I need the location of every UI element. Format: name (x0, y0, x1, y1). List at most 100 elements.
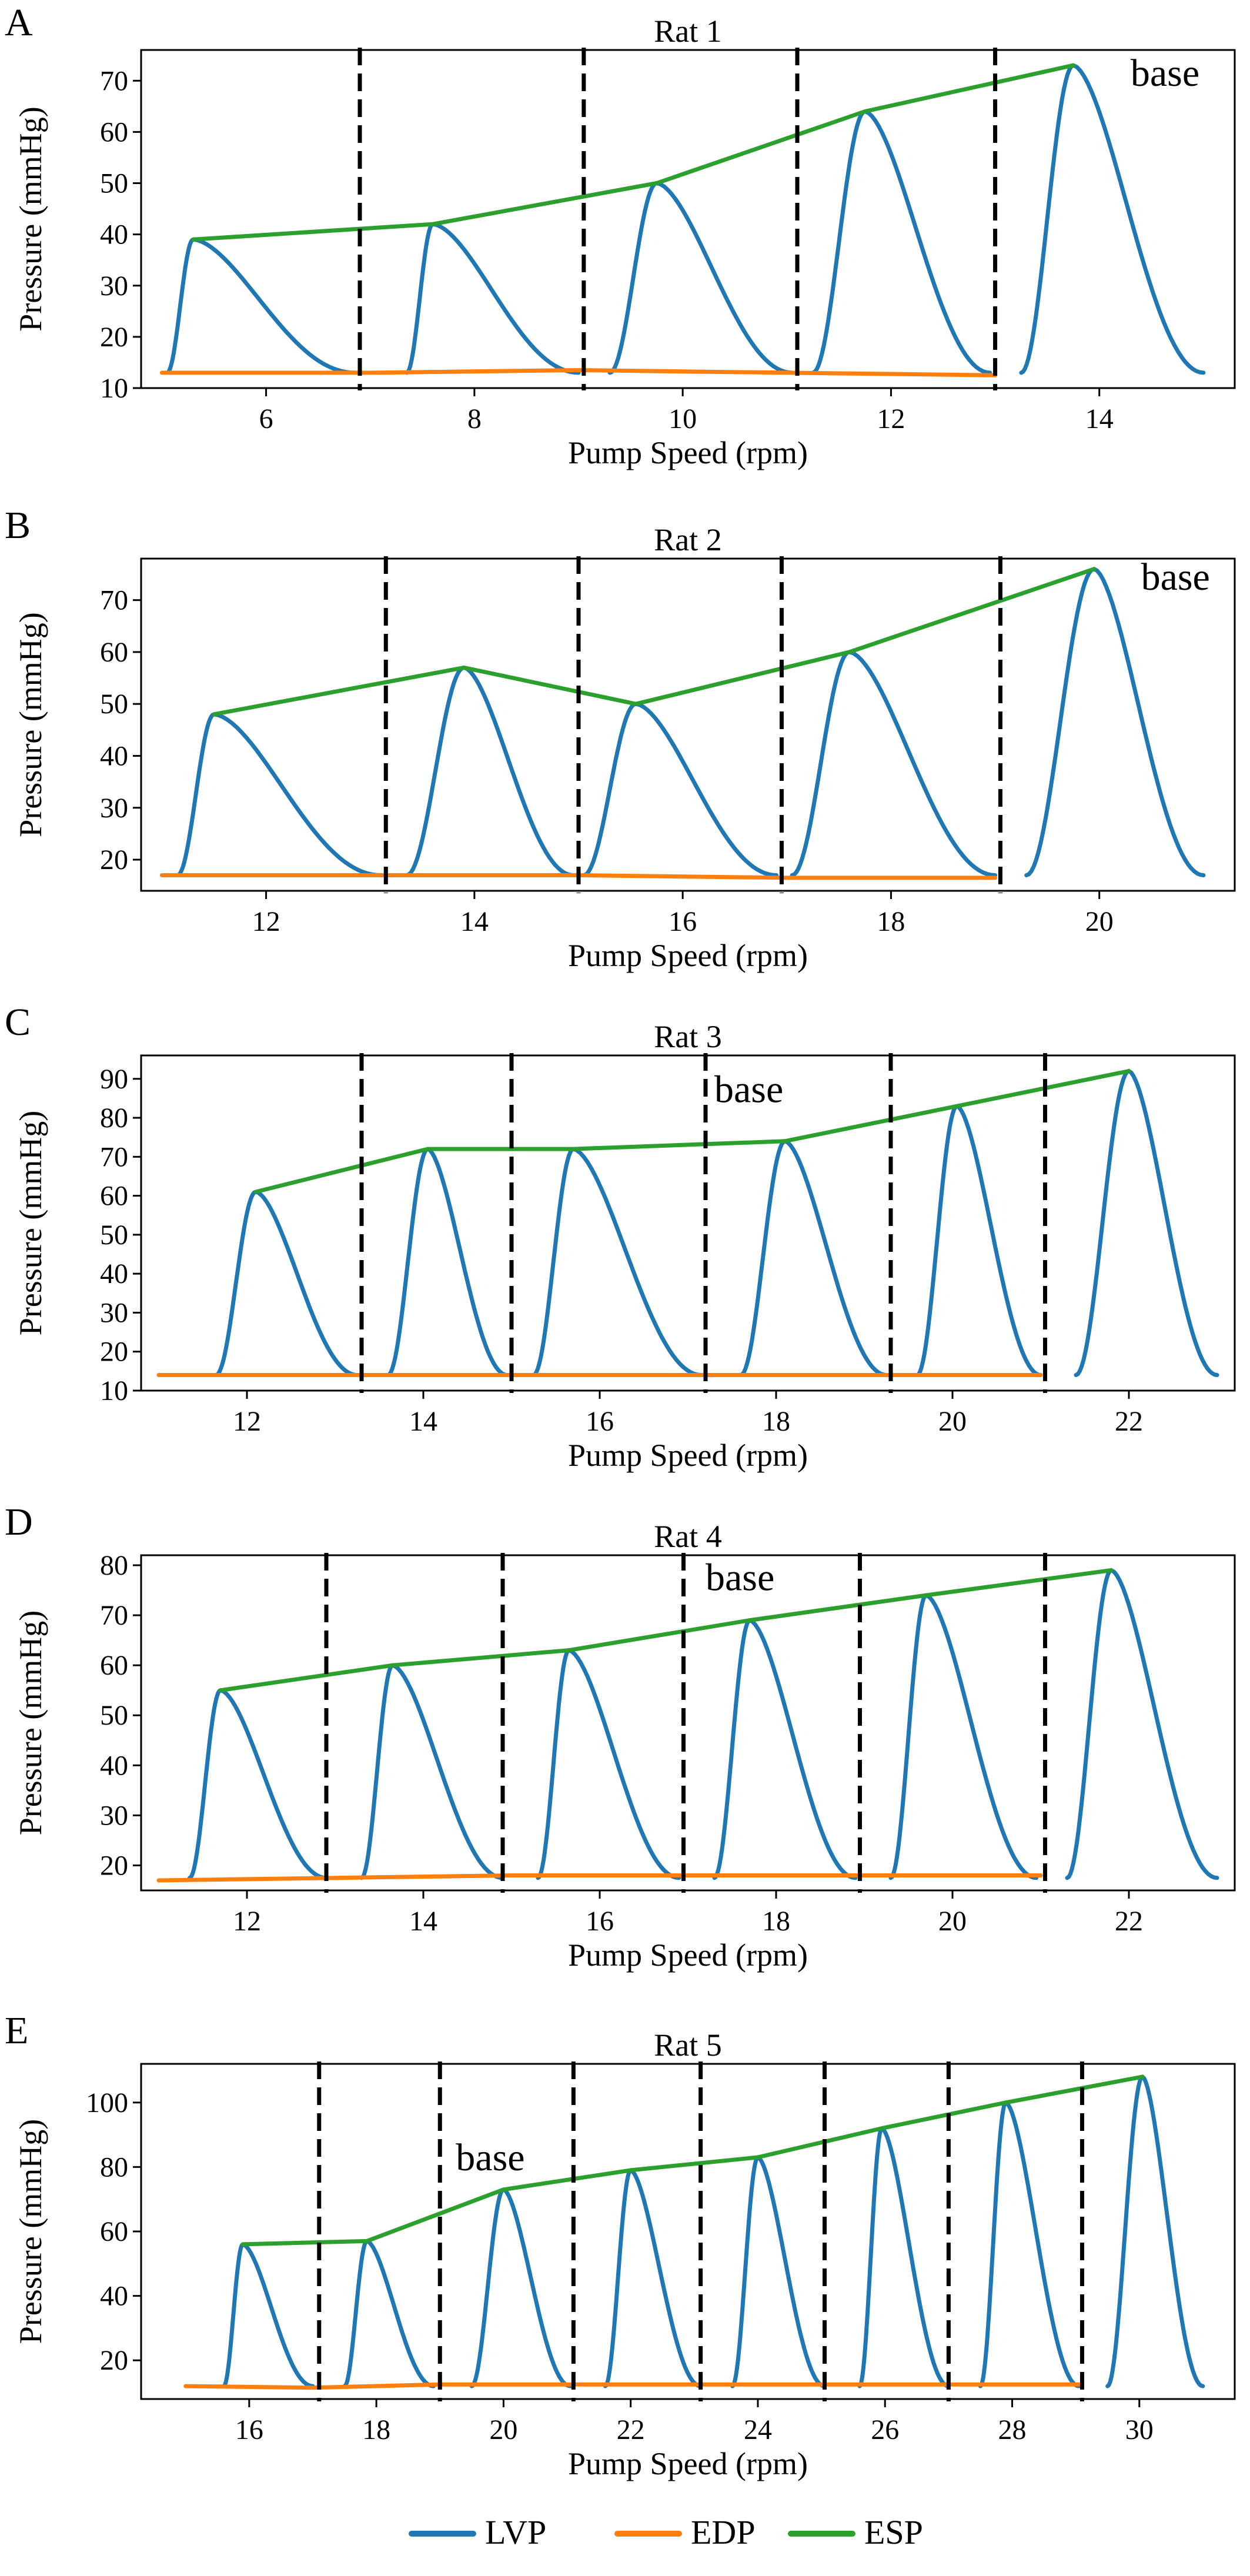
x-tick-label: 30 (1125, 2414, 1154, 2445)
x-tick-label: 20 (938, 1906, 967, 1937)
lvp-beat-6 (1065, 1568, 1219, 1880)
x-tick-label: 12 (877, 403, 905, 435)
y-tick-label: 60 (100, 2216, 128, 2247)
y-tick-label: 20 (100, 844, 128, 876)
panel-letter: A (5, 1, 33, 44)
lvp-beat-1 (175, 712, 383, 877)
x-tick-label: 18 (362, 2414, 390, 2445)
x-tick-label: 6 (259, 403, 273, 435)
legend-label-edp: EDP (691, 2513, 756, 2551)
y-tick-label: 50 (100, 1219, 128, 1251)
lvp-beat-3 (607, 181, 794, 375)
series-lvp (175, 567, 1206, 877)
x-tick-label: 18 (877, 906, 905, 937)
esp-point-5 (1092, 567, 1096, 571)
x-tick-label: 12 (233, 1406, 261, 1437)
panel-b: B Rat 2 base 12 14 16 18 20 20 30 40 50 60 70 Pump Spe… (5, 504, 1236, 973)
x-tick-label: 10 (669, 403, 697, 435)
edp-point-4 (686, 1873, 690, 1877)
y-tick-label: 40 (100, 1750, 128, 1781)
x-tick-label: 22 (1115, 1406, 1143, 1437)
y-tick-label: 30 (100, 270, 128, 302)
lvp-beat-6 (1074, 1069, 1219, 1377)
esp-point-5 (924, 1593, 928, 1598)
series-esp (212, 567, 1097, 717)
y-tick-label: 80 (100, 1550, 128, 1581)
lvp-beat-3 (469, 2187, 573, 2388)
y-tick-label: 20 (100, 322, 128, 353)
y-tick-label: 80 (100, 2151, 128, 2183)
esp-point-2 (426, 1147, 430, 1151)
lvp-beat-3 (536, 1648, 681, 1880)
y-tick-label: 20 (100, 2345, 128, 2376)
base-annotation: base (1141, 556, 1210, 599)
base-annotation: base (714, 1068, 783, 1111)
y-tick-label: 70 (100, 65, 128, 96)
esp-point-3 (654, 181, 659, 185)
lvp-beat-5 (915, 1104, 1043, 1377)
plot-frame (140, 557, 1236, 892)
edp-point-1 (183, 2384, 188, 2388)
esp-point-1 (191, 238, 195, 242)
x-tick-label: 18 (762, 1406, 790, 1437)
y-axis-label: Pressure (mmHg) (13, 1111, 48, 1335)
lvp-beat-5 (888, 1593, 1038, 1880)
panel-letter: C (5, 1001, 31, 1044)
esp-point-4 (748, 1618, 751, 1622)
lvp-beat-7 (978, 2100, 1081, 2388)
esp-point-4 (847, 650, 851, 654)
esp-point-5 (955, 1104, 959, 1108)
x-tick-label: 22 (617, 2414, 645, 2445)
y-axis-label: Pressure (mmHg) (13, 106, 48, 331)
lvp-beat-2 (359, 1663, 505, 1880)
series-lvp (188, 1568, 1219, 1880)
x-tick-label: 14 (409, 1906, 437, 1937)
lvp-beat-8 (1105, 2074, 1205, 2388)
x-tick-label: 16 (235, 2414, 263, 2445)
edp-point-4 (785, 370, 789, 375)
y-tick-label: 40 (100, 740, 128, 771)
y-tick-label: 40 (100, 219, 128, 250)
edp-point-4 (785, 876, 789, 880)
y-tick-label: 50 (100, 1700, 128, 1731)
esp-point-6 (880, 2126, 884, 2130)
chart-title: Rat 1 (654, 14, 722, 49)
edp-point-4 (565, 2383, 569, 2387)
edp-point-1 (160, 370, 164, 375)
esp-point-4 (783, 1139, 787, 1143)
legend: LVP EDP ESP (409, 2513, 923, 2551)
x-tick-label: 14 (460, 906, 489, 937)
x-axis-label: Pump Speed (rpm) (568, 1438, 808, 1473)
panel-letter: E (5, 2009, 28, 2052)
lvp-beat-2 (342, 2238, 436, 2388)
edp-point-2 (379, 873, 383, 877)
edp-point-1 (160, 873, 164, 877)
esp-point-5 (756, 2155, 760, 2159)
edp-point-3 (577, 368, 580, 372)
base-annotation: base (456, 2136, 524, 2179)
y-tick-label: 20 (100, 1850, 128, 1881)
esp-point-4 (629, 2168, 633, 2172)
lvp-beat-5 (1024, 567, 1206, 877)
chart-title: Rat 3 (654, 1019, 722, 1054)
series-esp (240, 2074, 1145, 2247)
esp-point-4 (863, 109, 867, 113)
esp-point-7 (1004, 2100, 1008, 2104)
edp-point-1 (157, 1373, 161, 1377)
x-tick-label: 16 (669, 906, 697, 937)
esp-point-8 (1141, 2074, 1145, 2079)
y-tick-label: 30 (100, 1297, 128, 1328)
x-tick-label: 12 (252, 906, 280, 937)
y-tick-label: 30 (100, 1800, 128, 1831)
edp-point-1 (157, 1878, 161, 1882)
plot-frame (140, 2063, 1236, 2400)
lvp-beat-1 (222, 2242, 315, 2388)
esp-point-1 (241, 2242, 245, 2246)
edp-point-5 (863, 1873, 866, 1877)
edp-point-2 (310, 2385, 315, 2390)
y-tick-label: 60 (100, 637, 128, 668)
chart-title: Rat 5 (654, 2027, 722, 2063)
panel-e: E Rat 5 base 16 18 20 22 24 26 28 30 20 40 60 80 100 Pum… (5, 2009, 1236, 2481)
y-tick-label: 10 (100, 1375, 128, 1406)
x-tick-label: 8 (467, 403, 482, 435)
